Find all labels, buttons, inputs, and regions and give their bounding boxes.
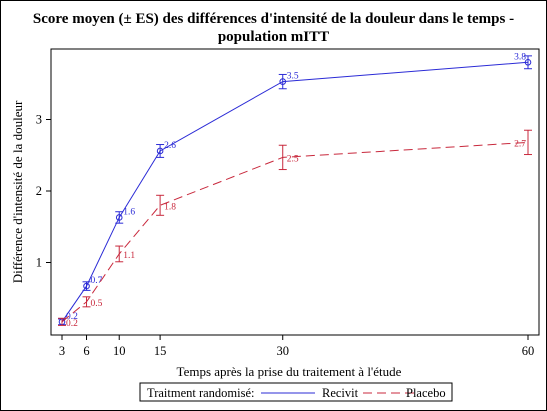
x-tick-label: 3	[59, 344, 65, 358]
data-label-placebo: 0.5	[91, 299, 103, 309]
data-label-recivit: 2.6	[164, 141, 176, 151]
data-point-recivit	[279, 78, 287, 85]
series-layer: 0.2 0.7 1.6 2.6 3.5 3.8 0.2 0.5 1.1 1.8 2.5 2.7	[58, 52, 532, 329]
data-point-recivit	[83, 282, 90, 290]
data-label-recivit: 0.7	[91, 276, 103, 286]
data-label-placebo: 0.2	[66, 319, 78, 329]
chart-title-line2: population mITT	[217, 29, 330, 45]
x-axis-label: Temps après la prise du traitement à l'é…	[177, 364, 402, 379]
series-line-placebo	[61, 141, 529, 323]
legend-box	[139, 382, 453, 402]
series-placebo: 0.2 0.5 1.1 1.8 2.5 2.7	[58, 129, 532, 329]
legend-label-recivit: Recivit	[322, 386, 359, 400]
axes: 3 6 10 15 30 60 1 2 3	[36, 113, 535, 359]
data-label-recivit: 0.2	[66, 312, 78, 322]
legend: Traitment randomisé: Recivit Placebo	[139, 382, 453, 402]
x-tick-label: 10	[113, 344, 126, 358]
y-tick-label: 2	[36, 184, 42, 198]
y-axis-label: Différence d'intensité de la douleur	[10, 100, 25, 283]
x-tick-label: 60	[522, 344, 535, 358]
data-label-placebo: 2.5	[287, 154, 299, 164]
x-tick-label: 6	[83, 344, 89, 358]
data-point-recivit	[156, 147, 164, 155]
legend-title: Traitment randomisé:	[147, 386, 255, 400]
x-tick-label: 15	[154, 344, 167, 358]
data-label-placebo: 1.1	[123, 251, 135, 261]
data-label-recivit: 3.8	[514, 52, 526, 62]
data-point-recivit	[524, 59, 532, 66]
data-point-recivit	[115, 214, 123, 221]
y-tick-label: 3	[36, 113, 42, 127]
legend-label-placebo: Placebo	[406, 386, 446, 400]
chart-title-line1: Score moyen (± ES) des différences d'int…	[32, 11, 515, 27]
data-label-recivit: 1.6	[123, 207, 135, 217]
y-tick-label: 1	[36, 256, 42, 270]
chart-title: Score moyen (± ES) des différences d'int…	[0, 10, 547, 46]
data-label-recivit: 3.5	[287, 72, 299, 82]
data-label-placebo: 1.8	[164, 202, 176, 212]
data-label-placebo: 2.7	[514, 139, 526, 149]
x-tick-label: 30	[276, 344, 289, 358]
series-line-recivit	[61, 61, 529, 323]
series-recivit: 0.2 0.7 1.6 2.6 3.5 3.8	[58, 52, 532, 326]
plot-area	[50, 48, 540, 336]
